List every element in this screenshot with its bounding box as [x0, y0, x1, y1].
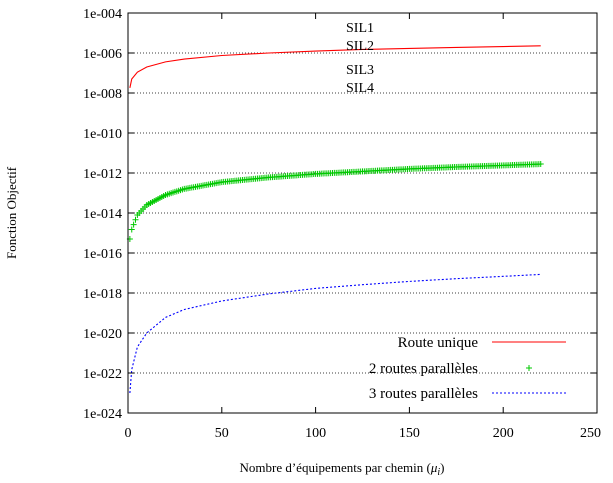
x-axis-label-sub: i	[437, 467, 440, 478]
grid-layer	[128, 52, 597, 374]
x-tick-label: 100	[305, 426, 326, 441]
series-line	[129, 45, 541, 89]
sil-label-3: SIL3	[346, 63, 374, 78]
x-axis-label: Nombre d’équipements par chemin (μi)	[240, 460, 445, 478]
data-point	[130, 221, 137, 228]
series-3	[129, 273, 541, 394]
legend-label: 2 routes parallèles	[369, 361, 478, 377]
series-1	[129, 45, 541, 89]
y-tick-label: 1e-012	[83, 167, 122, 182]
sil-label-2: SIL2	[346, 39, 374, 54]
y-tick-label: 1e-014	[83, 207, 122, 222]
x-tick-label: 150	[399, 426, 420, 441]
x-tick-label: 250	[580, 426, 601, 441]
x-axis-label-mu: μ	[430, 460, 438, 475]
y-tick-label: 1e-020	[83, 327, 122, 342]
legend-swatch	[526, 365, 532, 371]
legend-label: Route unique	[398, 335, 479, 351]
y-tick-label: 1e-006	[83, 47, 122, 62]
y-tick-label: 1e-022	[83, 367, 122, 382]
series-line	[129, 273, 541, 394]
legend-item-2: 2 routes parallèles	[369, 361, 532, 377]
y-tick-label: 1e-010	[83, 127, 122, 142]
x-tick-label: 200	[493, 426, 514, 441]
series-2	[126, 161, 544, 243]
y-tick-label: 1e-018	[83, 287, 122, 302]
series-layer	[126, 45, 544, 394]
y-tick-label: 1e-016	[83, 247, 122, 262]
ticks-layer: 1e-024 1e-022 1e-020 1e-018 1e-016 1e-014 1e-0…	[83, 7, 601, 441]
sil-labels-layer: SIL1 SIL2 SIL3 SIL4	[346, 21, 374, 96]
legend-item-3: 3 routes parallèles	[369, 386, 566, 402]
y-tick-label: 1e-008	[83, 87, 122, 102]
data-point	[537, 161, 544, 168]
y-tick-label: 1e-024	[83, 407, 122, 422]
sil-label-1: SIL1	[346, 21, 374, 36]
data-point	[132, 216, 139, 223]
x-tick-label: 50	[215, 426, 229, 441]
y-tick-label: 1e-004	[83, 7, 122, 22]
sil-label-4: SIL4	[346, 81, 374, 96]
legend-label: 3 routes parallèles	[369, 386, 478, 402]
legend: Route unique 2 routes parallèles 3 routes …	[369, 335, 566, 402]
y-axis-label: Fonction Objectif	[4, 166, 19, 259]
legend-item-1: Route unique	[398, 335, 566, 351]
x-tick-label: 0	[125, 426, 132, 441]
data-point	[128, 226, 135, 233]
